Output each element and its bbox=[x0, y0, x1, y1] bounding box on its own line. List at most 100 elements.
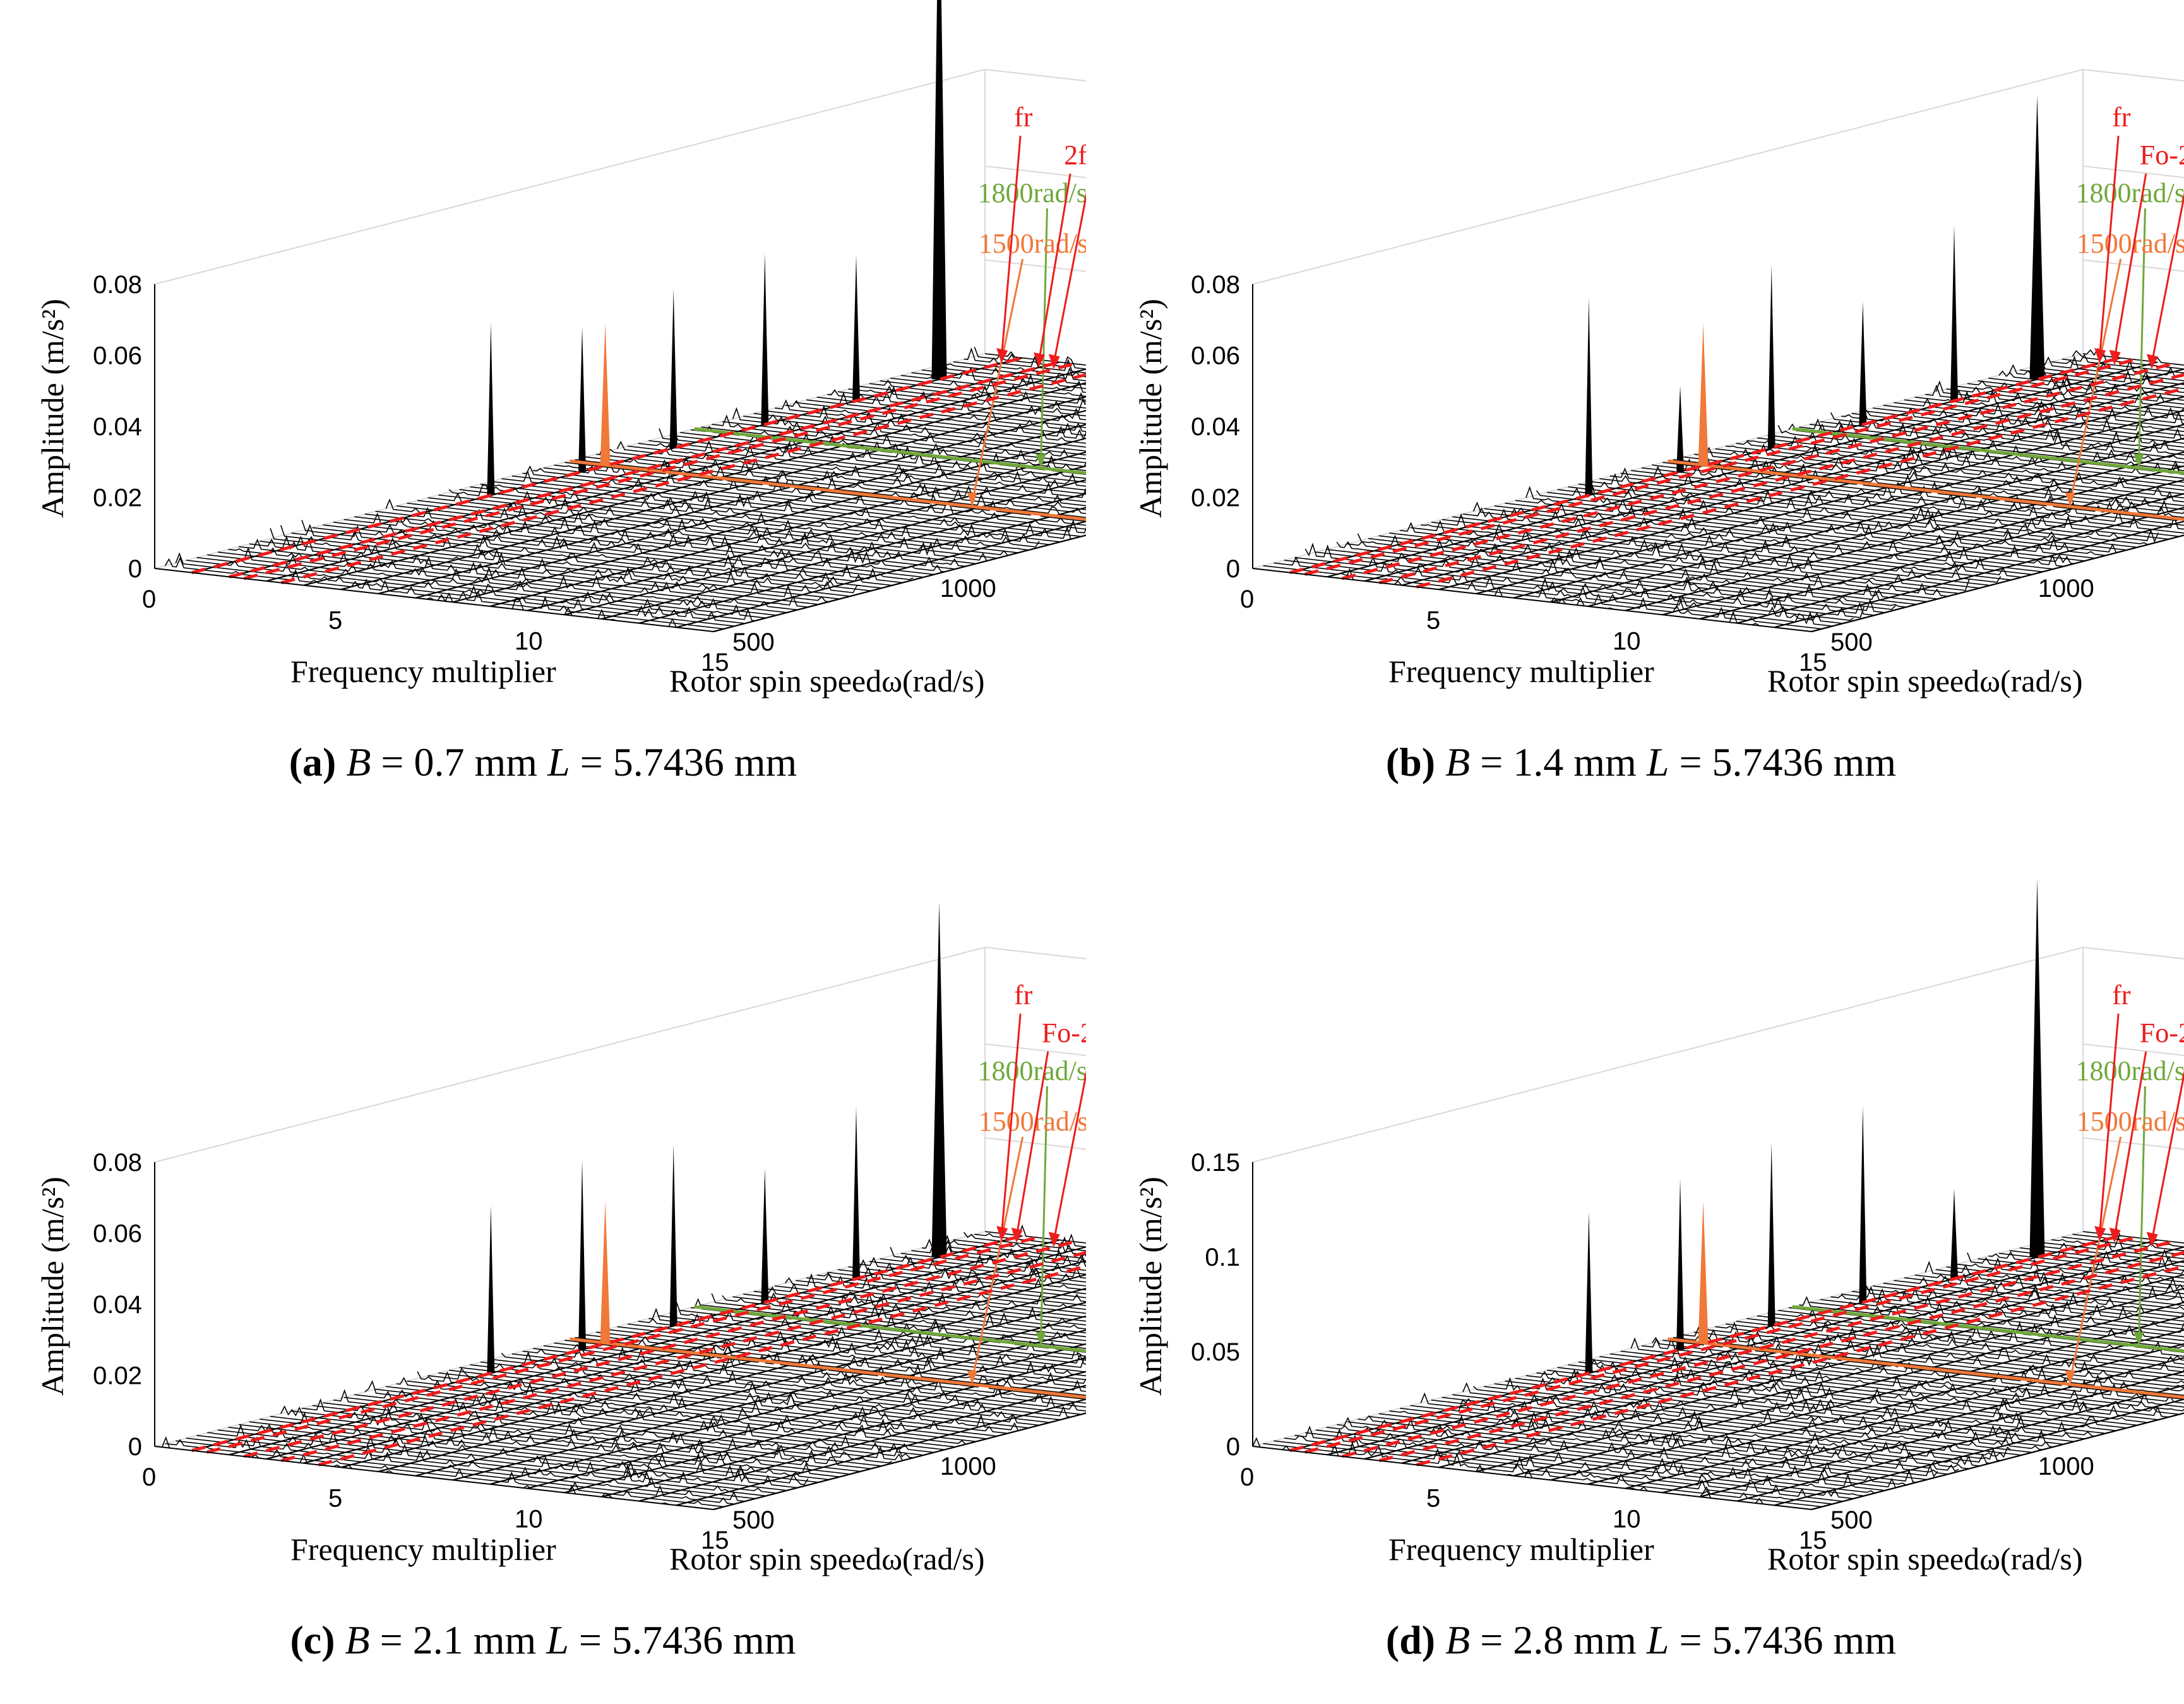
y-tick-label: 500 bbox=[1830, 628, 1873, 656]
spectrum-slice bbox=[186, 560, 746, 624]
chart-panel-a: 1800rad/s1500rad/sfr2frFo-frFo0510155001… bbox=[0, 0, 1086, 821]
spectrum-slice bbox=[606, 1329, 1086, 1384]
spectrum-slice bbox=[1704, 1321, 2184, 1384]
harmonic-label: fr bbox=[2112, 980, 2131, 1011]
spectrum-slice bbox=[984, 1224, 1086, 1244]
dominant-peak bbox=[2029, 878, 2045, 1257]
arrow-head bbox=[2109, 1227, 2121, 1243]
x-tick-label: 15 bbox=[701, 1527, 729, 1554]
arrow-head bbox=[996, 1226, 1008, 1242]
spectrum-slice bbox=[1378, 535, 1938, 600]
spectrum-slice bbox=[1810, 419, 2184, 467]
spectrum-slice bbox=[1578, 1361, 2138, 1426]
spectrum-slice bbox=[176, 1439, 735, 1505]
z-tick-label: 0.04 bbox=[1191, 413, 1240, 441]
spectral-peak bbox=[1859, 1106, 1867, 1303]
spectrum-slice bbox=[1452, 516, 2012, 581]
y-tick-label: 500 bbox=[1830, 1506, 1873, 1534]
spectrum-slice bbox=[585, 456, 1086, 514]
ridge-line bbox=[564, 1357, 1086, 1494]
z-tick-label: 0.04 bbox=[93, 1291, 142, 1319]
spectrum-slice bbox=[407, 502, 966, 567]
x-tick-label: 15 bbox=[701, 649, 729, 676]
harmonic-arrow bbox=[2151, 1069, 2184, 1242]
grid-line bbox=[2082, 1043, 2184, 1057]
plot-area: 1800rad/s1500rad/sfr2frFo-frFo0510155001… bbox=[35, 0, 1086, 699]
spectrum-slice bbox=[806, 392, 1086, 433]
x-tick-label: 10 bbox=[515, 1506, 543, 1533]
harmonic-line bbox=[243, 362, 1075, 580]
x-tick-label: 0 bbox=[142, 585, 156, 613]
arrow-head bbox=[1034, 352, 1046, 368]
harmonic-line bbox=[280, 1251, 1086, 1463]
y-axis-line bbox=[1811, 1412, 2184, 1510]
harmonic-label: 2fr bbox=[1064, 140, 1086, 171]
spectrum-slice bbox=[323, 1402, 882, 1467]
orange-spike bbox=[1698, 323, 1709, 465]
speed-marker-arrow bbox=[1039, 1086, 1048, 1343]
orange-spike bbox=[600, 323, 611, 465]
ridge-line bbox=[1774, 1398, 2184, 1506]
spectrum-slice bbox=[1347, 1418, 1907, 1485]
spectrum-slice bbox=[1641, 465, 2184, 530]
spectrum-slice bbox=[964, 1232, 1086, 1252]
spectrum-slice bbox=[1378, 1413, 1938, 1478]
z-tick-label: 0.06 bbox=[1191, 342, 1240, 370]
y-tick-label: 1000 bbox=[940, 1453, 996, 1480]
ridge-line bbox=[676, 1398, 1086, 1506]
caption-l-symbol: L bbox=[546, 1617, 569, 1662]
spectrum-slice bbox=[1924, 1261, 2184, 1302]
spectrum-slice bbox=[1441, 1396, 2001, 1461]
spectrum-slice bbox=[627, 1323, 1086, 1377]
harmonic-label: fr bbox=[1014, 102, 1033, 133]
spectrum-slice bbox=[1420, 1392, 1980, 1467]
caption-b-symbol: B bbox=[1445, 740, 1471, 784]
harmonic-line bbox=[229, 360, 1060, 579]
caption-b-symbol: B bbox=[1445, 1617, 1471, 1662]
spectrum-slice bbox=[2062, 354, 2184, 374]
spectrum-slice bbox=[964, 347, 1086, 374]
spectrum-slice bbox=[364, 513, 924, 578]
spectrum-slice bbox=[1536, 1370, 2096, 1437]
caption-b-value: = 1.4 mm bbox=[1470, 740, 1647, 784]
spectral-peak bbox=[1859, 301, 1867, 425]
spectral-peak bbox=[669, 289, 677, 448]
spectrum-slice bbox=[785, 400, 1086, 441]
caption-tag: (c) bbox=[290, 1617, 335, 1662]
grid-line bbox=[2082, 259, 2184, 272]
spectrum-slice bbox=[1841, 406, 2184, 456]
harmonic-label: fr bbox=[2112, 102, 2131, 133]
x-tick-label: 0 bbox=[1240, 585, 1254, 613]
spectrum-slice bbox=[1421, 523, 1980, 589]
spectrum-slice bbox=[280, 525, 840, 600]
x-tick-label: 10 bbox=[1613, 1506, 1641, 1533]
spectral-peak bbox=[1676, 385, 1685, 472]
spectrum-slice bbox=[1662, 1336, 2184, 1400]
speed-marker-label: 1800rad/s bbox=[2075, 1055, 2184, 1086]
speed-marker-line bbox=[1792, 1305, 2184, 1353]
caption-l-symbol: L bbox=[1646, 1617, 1669, 1662]
spectrum-slice bbox=[543, 1343, 1086, 1408]
harmonic-line bbox=[1416, 1264, 2184, 1467]
spectral-peak bbox=[578, 326, 587, 472]
grid-line bbox=[984, 1043, 1086, 1057]
spectrum-slice bbox=[764, 404, 1086, 448]
spectrum-slice bbox=[396, 505, 955, 570]
spectrum-slice bbox=[1862, 407, 2184, 448]
spectrum-slice bbox=[1883, 1282, 2184, 1317]
z-tick-label: 0 bbox=[128, 1433, 142, 1461]
arrow-head bbox=[967, 493, 977, 507]
harmonic-arrow bbox=[1000, 1013, 1022, 1237]
x-tick-label: 15 bbox=[1799, 649, 1827, 676]
spectrum-slice bbox=[1399, 522, 1959, 594]
plot-area: 1800rad/s1500rad/sfrFo-2frFo-frFoFo+fr05… bbox=[1133, 878, 2184, 1576]
z-tick-label: 0.06 bbox=[93, 1220, 142, 1248]
chart-panel-b: 1800rad/s1500rad/sfrFo-2frFo-frFoFo+fr05… bbox=[1098, 0, 2184, 821]
z-tick-label: 0.15 bbox=[1191, 1149, 1240, 1177]
spectrum-slice bbox=[239, 538, 798, 611]
spectrum-slice bbox=[1599, 475, 2159, 543]
arrow-head bbox=[1048, 354, 1060, 369]
spectral-peak bbox=[1585, 1211, 1593, 1374]
grid-line bbox=[2082, 1137, 2184, 1150]
spectrum-slice bbox=[585, 1334, 1086, 1392]
